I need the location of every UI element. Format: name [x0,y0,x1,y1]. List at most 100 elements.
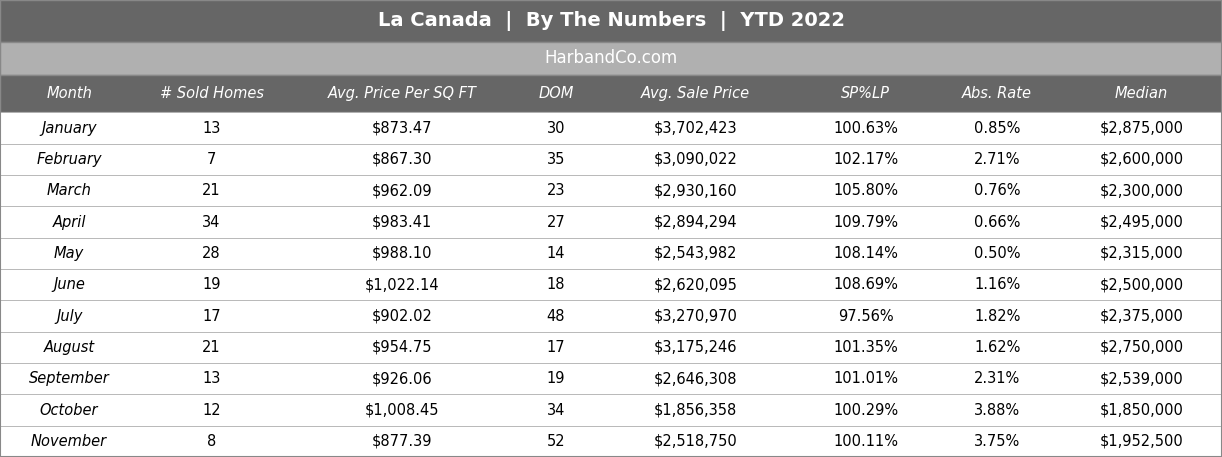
Text: 108.69%: 108.69% [833,277,898,292]
Bar [0,332,1222,363]
Text: 108.14%: 108.14% [833,246,898,261]
Text: September: September [29,371,110,386]
Text: 2.71%: 2.71% [974,152,1020,167]
Text: SP%LP: SP%LP [842,86,891,101]
Text: $2,375,000: $2,375,000 [1100,308,1184,324]
Text: HarbandCo.com: HarbandCo.com [544,49,678,68]
Text: 14: 14 [546,246,565,261]
Text: $2,315,000: $2,315,000 [1100,246,1184,261]
Text: $2,539,000: $2,539,000 [1100,371,1184,386]
Text: Month: Month [46,86,92,101]
Text: 13: 13 [203,121,221,136]
Text: March: March [46,183,92,198]
Text: July: July [56,308,82,324]
Bar [0,300,1222,332]
Text: 0.76%: 0.76% [974,183,1020,198]
Text: $3,090,022: $3,090,022 [654,152,737,167]
Text: La Canada  |  By The Numbers  |  YTD 2022: La Canada | By The Numbers | YTD 2022 [378,11,844,31]
Text: 28: 28 [203,246,221,261]
Text: $2,875,000: $2,875,000 [1100,121,1184,136]
Text: $1,952,500: $1,952,500 [1100,434,1184,449]
Text: October: October [40,403,99,418]
Text: DOM: DOM [538,86,573,101]
Text: $962.09: $962.09 [371,183,433,198]
Text: # Sold Homes: # Sold Homes [160,86,264,101]
Text: April: April [53,214,86,229]
Text: $2,300,000: $2,300,000 [1100,183,1184,198]
Text: 105.80%: 105.80% [833,183,898,198]
Text: January: January [42,121,97,136]
Text: June: June [54,277,86,292]
Text: August: August [44,340,94,355]
Text: 1.82%: 1.82% [974,308,1020,324]
Text: Abs. Rate: Abs. Rate [962,86,1033,101]
Bar [0,175,1222,207]
Text: $2,518,750: $2,518,750 [654,434,737,449]
Text: 102.17%: 102.17% [833,152,898,167]
Text: 13: 13 [203,371,221,386]
Text: 18: 18 [546,277,565,292]
Text: $1,850,000: $1,850,000 [1100,403,1184,418]
Text: $3,702,423: $3,702,423 [654,121,737,136]
Text: $1,008.45: $1,008.45 [365,403,440,418]
Text: 3.75%: 3.75% [974,434,1020,449]
Text: $926.06: $926.06 [371,371,433,386]
Text: $873.47: $873.47 [371,121,433,136]
Text: $954.75: $954.75 [371,340,433,355]
Text: 100.29%: 100.29% [833,403,898,418]
Text: $2,646,308: $2,646,308 [654,371,737,386]
Text: November: November [31,434,108,449]
Bar [0,75,1222,112]
Text: 1.16%: 1.16% [974,277,1020,292]
Bar [0,0,1222,42]
Text: $2,930,160: $2,930,160 [654,183,737,198]
Text: 34: 34 [546,403,565,418]
Text: 7: 7 [207,152,216,167]
Text: $3,175,246: $3,175,246 [654,340,737,355]
Text: 35: 35 [546,152,565,167]
Text: $983.41: $983.41 [371,214,433,229]
Text: 101.35%: 101.35% [833,340,898,355]
Bar [0,425,1222,457]
Text: 12: 12 [203,403,221,418]
Text: $2,600,000: $2,600,000 [1100,152,1184,167]
Text: May: May [54,246,84,261]
Bar [0,42,1222,75]
Bar [0,144,1222,175]
Text: $2,543,982: $2,543,982 [654,246,737,261]
Text: 21: 21 [203,340,221,355]
Text: $867.30: $867.30 [371,152,433,167]
Text: 52: 52 [546,434,565,449]
Text: 23: 23 [546,183,565,198]
Text: 21: 21 [203,183,221,198]
Text: 30: 30 [546,121,565,136]
Text: $2,620,095: $2,620,095 [654,277,737,292]
Text: $902.02: $902.02 [371,308,433,324]
Text: 0.66%: 0.66% [974,214,1020,229]
Text: 0.85%: 0.85% [974,121,1020,136]
Text: 19: 19 [546,371,565,386]
Text: $1,856,358: $1,856,358 [654,403,737,418]
Text: 1.62%: 1.62% [974,340,1020,355]
Text: 48: 48 [546,308,565,324]
Text: $1,022.14: $1,022.14 [365,277,440,292]
Text: 8: 8 [207,434,216,449]
Text: 17: 17 [203,308,221,324]
Text: 3.88%: 3.88% [974,403,1020,418]
Bar [0,269,1222,300]
Text: 101.01%: 101.01% [833,371,898,386]
Text: $2,495,000: $2,495,000 [1100,214,1184,229]
Text: Avg. Price Per SQ FT: Avg. Price Per SQ FT [327,86,477,101]
Text: Avg. Sale Price: Avg. Sale Price [640,86,750,101]
Text: 19: 19 [203,277,221,292]
Text: $2,894,294: $2,894,294 [654,214,737,229]
Text: $988.10: $988.10 [371,246,433,261]
Text: $877.39: $877.39 [371,434,433,449]
Text: 17: 17 [546,340,565,355]
Text: 100.63%: 100.63% [833,121,898,136]
Text: 27: 27 [546,214,566,229]
Text: 109.79%: 109.79% [833,214,898,229]
Text: 34: 34 [203,214,221,229]
Text: February: February [37,152,101,167]
Bar [0,207,1222,238]
